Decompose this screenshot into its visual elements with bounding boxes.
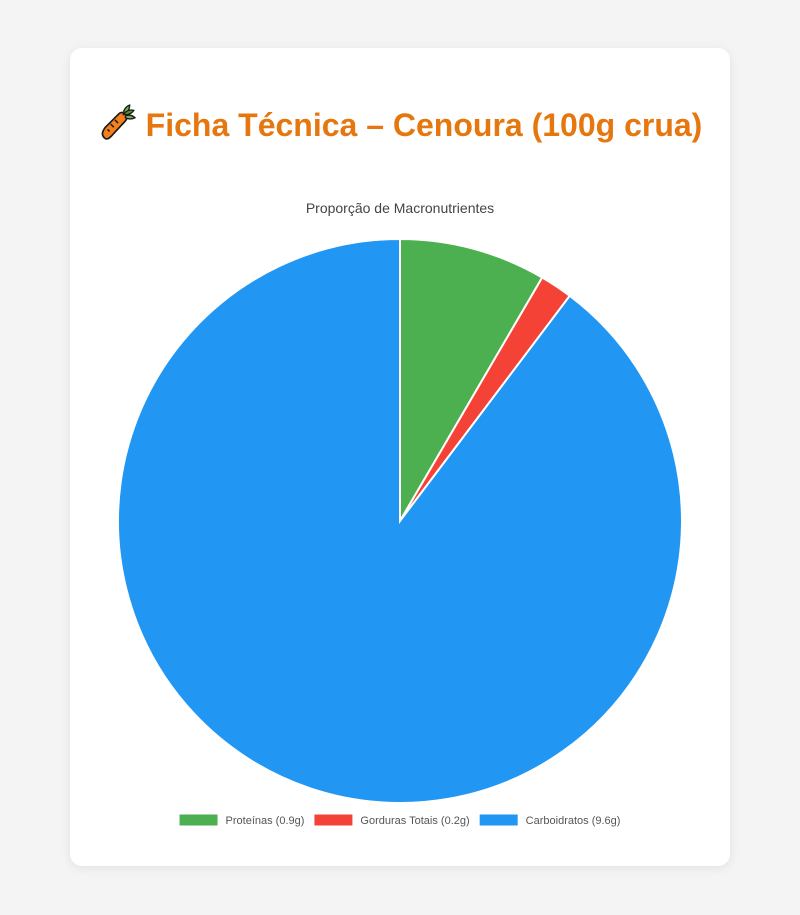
legend-item-1[interactable]: Gorduras Totais (0.2g) [314,814,470,828]
carrot-icon [101,104,136,140]
legend-item-0[interactable]: Proteínas (0.9g) [179,814,305,828]
legend-item-2[interactable]: Carboidratos (9.6g) [479,814,621,828]
pie-slices [117,237,683,804]
pie-slice-0[interactable] [399,237,544,525]
legend-swatch [314,814,353,826]
chart-legend: Proteínas (0.9g) Gorduras Totais (0.2g) Ca… [179,814,621,828]
legend-swatch [179,814,218,826]
legend-label: Gorduras Totais (0.2g) [360,815,469,827]
legend-label: Proteínas (0.9g) [226,815,305,827]
legend-label: Carboidratos (9.6g) [526,815,621,827]
page-title: Ficha Técnica – Cenoura (100g crua) [70,103,730,145]
chart-title: Proporção de Macronutrientes [306,200,494,216]
page-title-text: Ficha Técnica – Cenoura (100g crua) [145,107,703,143]
legend-swatch [479,814,518,826]
pie-slice-2[interactable] [117,237,683,804]
